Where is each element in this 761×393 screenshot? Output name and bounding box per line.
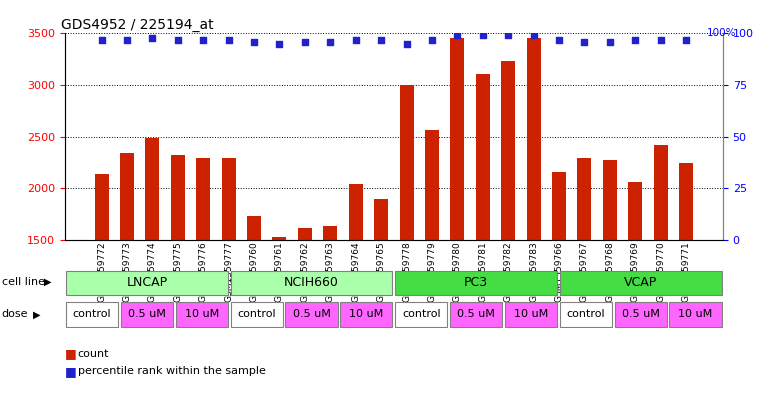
Point (680, 37, 692, 43)
Text: 100%: 100% (707, 28, 737, 39)
Text: ■: ■ (65, 365, 76, 378)
Text: control: control (237, 309, 276, 320)
Text: LNCAP: LNCAP (126, 276, 167, 290)
Point (96, 37, 108, 43)
Text: GDS4952 / 225194_at: GDS4952 / 225194_at (62, 18, 214, 32)
Text: ▶: ▶ (44, 277, 52, 287)
Bar (395, 270, 557, 296)
Point (426, 37, 438, 43)
Point (527, 32, 540, 39)
Text: cell line: cell line (2, 277, 45, 287)
Point (578, 39, 591, 45)
Text: 10 uM: 10 uM (678, 309, 712, 320)
Text: 0.5 uM: 0.5 uM (622, 309, 660, 320)
Bar (670, 302, 721, 327)
Point (400, 40, 412, 47)
Text: control: control (73, 309, 111, 320)
Bar (349, 184, 363, 240)
Point (299, 39, 311, 45)
Point (248, 39, 260, 45)
Point (603, 39, 616, 45)
Text: count: count (78, 349, 109, 359)
Bar (340, 302, 393, 327)
Bar (395, 302, 447, 327)
Bar (176, 302, 228, 327)
Bar (374, 200, 388, 240)
Bar (121, 302, 173, 327)
Bar (501, 61, 515, 240)
Bar (170, 155, 185, 240)
Text: percentile rank within the sample: percentile rank within the sample (78, 366, 266, 376)
Bar (66, 302, 118, 327)
Bar (527, 37, 540, 240)
Text: VCAP: VCAP (624, 276, 658, 290)
Text: 10 uM: 10 uM (185, 309, 219, 320)
Bar (196, 158, 210, 240)
Point (197, 37, 209, 43)
Point (349, 37, 361, 43)
Point (222, 37, 234, 43)
Bar (615, 302, 667, 327)
Bar (552, 172, 566, 240)
Point (146, 34, 158, 40)
Point (476, 32, 489, 39)
Text: 10 uM: 10 uM (514, 309, 548, 320)
Point (324, 39, 336, 45)
Point (451, 32, 463, 39)
Point (502, 32, 514, 39)
Bar (400, 85, 413, 240)
Text: ■: ■ (65, 347, 76, 360)
Bar (323, 226, 337, 240)
Bar (560, 302, 612, 327)
Bar (285, 302, 338, 327)
Bar (629, 182, 642, 240)
Bar (505, 302, 557, 327)
Point (273, 40, 285, 47)
Bar (425, 130, 439, 240)
Point (629, 37, 642, 43)
Bar (654, 145, 667, 240)
Point (654, 37, 667, 43)
Point (121, 37, 133, 43)
Bar (145, 138, 159, 240)
Text: ▶: ▶ (33, 309, 40, 320)
Bar (221, 158, 236, 240)
Text: NCIH660: NCIH660 (284, 276, 339, 290)
Text: dose: dose (2, 309, 28, 320)
Bar (298, 228, 312, 240)
Bar (94, 174, 109, 240)
Bar (476, 73, 490, 240)
Bar (272, 237, 286, 240)
Bar (451, 37, 464, 240)
Text: 0.5 uM: 0.5 uM (128, 309, 166, 320)
Text: 0.5 uM: 0.5 uM (292, 309, 330, 320)
Text: control: control (402, 309, 441, 320)
Bar (231, 270, 393, 296)
Bar (450, 302, 502, 327)
Bar (560, 270, 721, 296)
Point (553, 37, 565, 43)
Point (172, 37, 184, 43)
Text: PC3: PC3 (464, 276, 488, 290)
Bar (120, 153, 134, 240)
Bar (66, 270, 228, 296)
Bar (578, 158, 591, 240)
Bar (231, 302, 283, 327)
Text: control: control (566, 309, 605, 320)
Bar (247, 216, 261, 240)
Text: 10 uM: 10 uM (349, 309, 384, 320)
Text: 0.5 uM: 0.5 uM (457, 309, 495, 320)
Bar (603, 160, 617, 240)
Point (375, 37, 387, 43)
Bar (679, 163, 693, 240)
